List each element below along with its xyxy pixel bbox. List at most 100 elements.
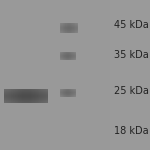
- Bar: [18, 89, 19, 103]
- Bar: [60, 96, 76, 97]
- Bar: [21, 89, 22, 103]
- Bar: [60, 90, 76, 91]
- Bar: [60, 25, 78, 26]
- Bar: [75, 52, 76, 60]
- Bar: [60, 32, 78, 33]
- Bar: [26, 89, 27, 103]
- Bar: [63, 88, 64, 97]
- Bar: [73, 23, 74, 33]
- Bar: [24, 89, 25, 103]
- Bar: [60, 30, 78, 31]
- Bar: [60, 52, 61, 60]
- Bar: [67, 88, 68, 97]
- Bar: [30, 89, 31, 103]
- Bar: [17, 89, 18, 103]
- Bar: [60, 94, 76, 95]
- Bar: [72, 23, 73, 33]
- Bar: [38, 89, 39, 103]
- Bar: [9, 89, 10, 103]
- Bar: [60, 31, 78, 32]
- Bar: [60, 58, 76, 59]
- Bar: [60, 26, 78, 27]
- Bar: [4, 96, 48, 97]
- Bar: [72, 52, 73, 60]
- Bar: [39, 89, 40, 103]
- Text: 45 kDa: 45 kDa: [114, 20, 149, 30]
- Bar: [16, 89, 17, 103]
- Bar: [32, 89, 33, 103]
- Bar: [73, 52, 74, 60]
- Bar: [63, 52, 64, 60]
- Bar: [4, 93, 48, 94]
- Bar: [60, 27, 78, 28]
- Bar: [31, 89, 32, 103]
- Bar: [68, 52, 69, 60]
- Bar: [65, 23, 66, 33]
- Bar: [67, 52, 68, 60]
- Bar: [64, 88, 65, 97]
- Bar: [61, 88, 62, 97]
- Bar: [60, 92, 76, 93]
- Bar: [76, 23, 77, 33]
- Bar: [74, 52, 75, 60]
- Bar: [72, 88, 73, 97]
- Text: 35 kDa: 35 kDa: [114, 50, 149, 60]
- Bar: [28, 89, 29, 103]
- Bar: [60, 28, 78, 29]
- Bar: [60, 93, 76, 94]
- Bar: [4, 100, 48, 101]
- Bar: [71, 88, 72, 97]
- Bar: [45, 89, 46, 103]
- Bar: [67, 23, 68, 33]
- Bar: [70, 23, 71, 33]
- Bar: [4, 99, 48, 100]
- Bar: [4, 90, 48, 91]
- Bar: [11, 89, 12, 103]
- Bar: [4, 98, 48, 99]
- Bar: [60, 23, 78, 24]
- Bar: [7, 89, 8, 103]
- Bar: [64, 52, 65, 60]
- Bar: [60, 88, 61, 97]
- Bar: [60, 91, 76, 92]
- Bar: [69, 52, 70, 60]
- Bar: [29, 89, 30, 103]
- Bar: [71, 52, 72, 60]
- Bar: [60, 57, 76, 58]
- Bar: [19, 89, 20, 103]
- Bar: [68, 23, 69, 33]
- Bar: [35, 89, 36, 103]
- Bar: [4, 89, 48, 90]
- Bar: [69, 23, 70, 33]
- Bar: [60, 56, 76, 57]
- Bar: [33, 89, 34, 103]
- Bar: [4, 97, 48, 98]
- Bar: [4, 92, 48, 93]
- Bar: [60, 53, 76, 54]
- Bar: [63, 23, 64, 33]
- Bar: [37, 89, 38, 103]
- Bar: [46, 89, 47, 103]
- Bar: [4, 102, 48, 103]
- Bar: [65, 88, 66, 97]
- Bar: [6, 89, 7, 103]
- Bar: [66, 23, 67, 33]
- Bar: [42, 89, 43, 103]
- Bar: [77, 23, 78, 33]
- Bar: [20, 89, 21, 103]
- Bar: [4, 101, 48, 102]
- Bar: [60, 52, 76, 53]
- Bar: [5, 89, 6, 103]
- Bar: [75, 88, 76, 97]
- Bar: [60, 55, 76, 56]
- Bar: [14, 89, 15, 103]
- Bar: [4, 89, 5, 103]
- Bar: [62, 52, 63, 60]
- Bar: [60, 95, 76, 96]
- Text: 18 kDa: 18 kDa: [114, 126, 149, 135]
- Bar: [62, 88, 63, 97]
- Bar: [60, 89, 76, 90]
- Bar: [40, 89, 41, 103]
- Bar: [41, 89, 42, 103]
- Bar: [60, 88, 76, 89]
